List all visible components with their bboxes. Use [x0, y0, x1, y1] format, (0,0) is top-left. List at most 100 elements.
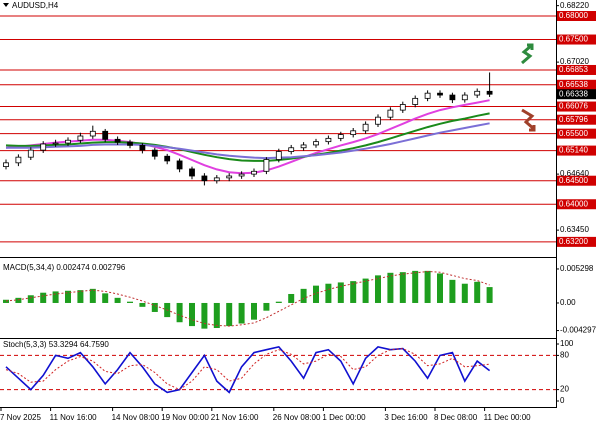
- macd-bar: [3, 299, 9, 303]
- macd-bar: [77, 290, 84, 303]
- macd-bar: [461, 283, 468, 303]
- y-tick-label: 100: [560, 339, 574, 348]
- macd-bar: [151, 302, 158, 312]
- level-label: 0.66853: [559, 65, 588, 74]
- candle-body: [486, 90, 493, 95]
- candle-body: [263, 159, 270, 172]
- level-label: 0.64000: [559, 199, 588, 208]
- candle-body: [151, 149, 158, 157]
- macd-bar: [375, 275, 381, 303]
- level-label-box: [557, 101, 596, 112]
- macd-bar: [399, 272, 406, 303]
- candle-body: [412, 97, 419, 105]
- level-label: 0.66076: [559, 102, 588, 111]
- y-tick-label: 0.64640: [560, 169, 589, 178]
- candle-body: [189, 168, 195, 177]
- candle-body: [27, 149, 34, 158]
- macd-bar: [474, 281, 481, 303]
- level-label: 0.66538: [559, 80, 588, 89]
- macd-bar: [201, 302, 208, 329]
- y-tick-label: 0: [560, 396, 565, 405]
- moving-average: [5, 99, 490, 175]
- candle-body: [65, 139, 71, 144]
- candle-body: [288, 147, 295, 152]
- candle-body: [127, 141, 133, 146]
- moving-average: [5, 112, 490, 162]
- level-label-box: [557, 79, 596, 90]
- macd-bar: [40, 292, 47, 303]
- macd-bar: [139, 302, 146, 307]
- y-tick-label: 20: [560, 385, 569, 394]
- candle-body: [102, 130, 109, 140]
- candle-body: [275, 151, 282, 160]
- candle-body: [399, 104, 406, 111]
- macd-bar: [226, 302, 233, 327]
- chart-title: AUDUSD,H4: [12, 1, 59, 10]
- candle-body: [201, 175, 208, 182]
- macd-bar: [300, 288, 307, 303]
- macd-bar: [288, 293, 295, 303]
- candle-body: [226, 175, 233, 179]
- macd-bar: [114, 297, 121, 303]
- y-tick-label: 0.63450: [560, 225, 589, 234]
- current-price-box: [557, 89, 596, 100]
- y-tick-label: 0.00: [560, 298, 576, 307]
- x-tick-label: 19 Nov 00:00: [161, 413, 209, 422]
- candle-body: [15, 156, 22, 164]
- macd-bar: [27, 295, 34, 303]
- y-tick-label: -0.004297: [560, 326, 596, 335]
- candle-body: [300, 144, 307, 149]
- x-tick-label: 7 Nov 2025: [0, 413, 41, 422]
- level-label-box: [557, 11, 596, 21]
- candle-body: [375, 116, 381, 125]
- x-tick-label: 3 Dec 16:00: [384, 413, 428, 422]
- candle-body: [251, 170, 257, 175]
- candle-body: [325, 137, 332, 143]
- candle-body: [313, 141, 319, 146]
- candle-body: [362, 123, 369, 132]
- level-label: 0.64500: [559, 176, 588, 185]
- candle-body: [89, 130, 96, 137]
- current-price-label: 0.66338: [559, 89, 588, 98]
- candle-body: [350, 130, 357, 135]
- macd-bar: [52, 291, 59, 303]
- candle-body: [238, 173, 245, 177]
- stoch-title: Stoch(5,3,3) 53.3294 64.7590: [3, 340, 109, 349]
- macd-signal: [5, 270, 490, 327]
- level-label-box: [557, 199, 596, 210]
- macd-bar: [449, 279, 456, 303]
- y-tick-label: 0.005298: [560, 264, 594, 273]
- level-label-box: [557, 175, 596, 186]
- stoch-line: [5, 348, 490, 391]
- macd-bar: [89, 288, 96, 303]
- x-tick-label: 11 Dec 00:00: [484, 413, 532, 422]
- macd-bar: [350, 281, 357, 303]
- level-label: 0.65500: [559, 129, 588, 138]
- x-tick-label: 26 Nov 08:00: [273, 413, 321, 422]
- candle-body: [3, 162, 9, 167]
- macd-bar: [313, 285, 319, 303]
- x-tick-label: 8 Dec 08:00: [434, 413, 478, 422]
- macd-bar: [213, 302, 220, 329]
- level-label-box: [557, 34, 596, 45]
- macd-bar: [238, 302, 245, 324]
- level-label-box: [557, 145, 596, 156]
- level-label: 0.67500: [559, 35, 588, 44]
- macd-bar: [127, 301, 133, 303]
- level-label-box: [557, 114, 596, 125]
- macd-bar: [362, 278, 369, 303]
- candle-body: [52, 142, 59, 145]
- candle-body: [164, 155, 171, 162]
- macd-title: MACD(5,34,4) 0.002474 0.002796: [3, 263, 126, 272]
- candle-body: [114, 138, 121, 143]
- level-label: 0.65140: [559, 146, 588, 155]
- macd-bar: [486, 287, 493, 303]
- candle-body: [337, 134, 344, 139]
- level-label: 0.68000: [559, 11, 588, 20]
- macd-bar: [412, 270, 419, 303]
- x-tick-label: 14 Nov 08:00: [112, 413, 160, 422]
- level-label: 0.65796: [559, 115, 588, 124]
